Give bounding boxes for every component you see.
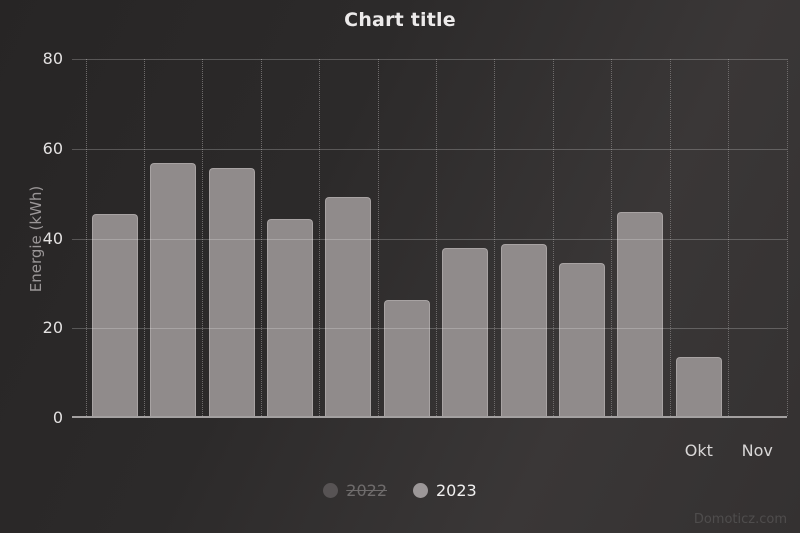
h-gridline — [72, 59, 787, 60]
h-gridline — [72, 328, 787, 329]
v-gridline — [377, 59, 379, 416]
series-marker-2023-icon — [413, 483, 428, 498]
v-gridline — [552, 59, 554, 416]
v-gridline — [436, 59, 437, 416]
v-gridline — [202, 59, 204, 416]
bar-2023-6[interactable] — [384, 300, 430, 418]
v-gridline — [728, 59, 730, 416]
y-tick-label: 80 — [42, 49, 63, 68]
v-gridline — [611, 59, 613, 416]
v-gridline — [260, 59, 262, 416]
bar-2023-9[interactable] — [559, 263, 605, 418]
watermark: Domoticz.com — [693, 512, 787, 527]
y-tick-label: 20 — [42, 318, 63, 338]
h-gridline — [72, 239, 787, 240]
v-gridline — [786, 59, 788, 416]
x-axis-line — [72, 416, 787, 418]
v-gridline — [143, 59, 145, 416]
legend: 2022 2023 — [0, 481, 800, 500]
legend-label-2022: 2022 — [346, 481, 387, 500]
series-marker-2022-icon — [323, 483, 339, 498]
legend-item-2023[interactable]: 2023 — [413, 481, 477, 500]
bar-2023-10[interactable] — [617, 212, 663, 418]
bar-2023-4[interactable] — [267, 219, 313, 418]
y-tick-label: 60 — [42, 138, 63, 158]
v-gridline — [494, 59, 496, 416]
y-tick-label: 0 — [52, 408, 63, 427]
x-tick-label-nov: Nov — [741, 441, 773, 460]
y-tick-label: 40 — [42, 228, 63, 248]
v-gridline — [669, 59, 671, 416]
chart-title: Chart title — [344, 9, 456, 31]
bar-2023-1[interactable] — [92, 214, 138, 418]
plot-area — [72, 59, 788, 418]
bar-2023-11[interactable] — [676, 357, 722, 418]
bar-2023-2[interactable] — [150, 163, 196, 418]
v-gridline — [319, 59, 321, 416]
v-gridline — [85, 59, 87, 416]
h-gridline — [72, 149, 787, 150]
legend-item-2022[interactable]: 2022 — [323, 481, 387, 500]
bar-2023-8[interactable] — [501, 244, 547, 418]
bar-2023-7[interactable] — [442, 248, 488, 418]
x-tick-label-okt: Okt — [684, 441, 713, 460]
bar-2023-5[interactable] — [325, 197, 371, 418]
legend-label-2023: 2023 — [436, 481, 477, 500]
bar-2023-3[interactable] — [209, 168, 255, 418]
